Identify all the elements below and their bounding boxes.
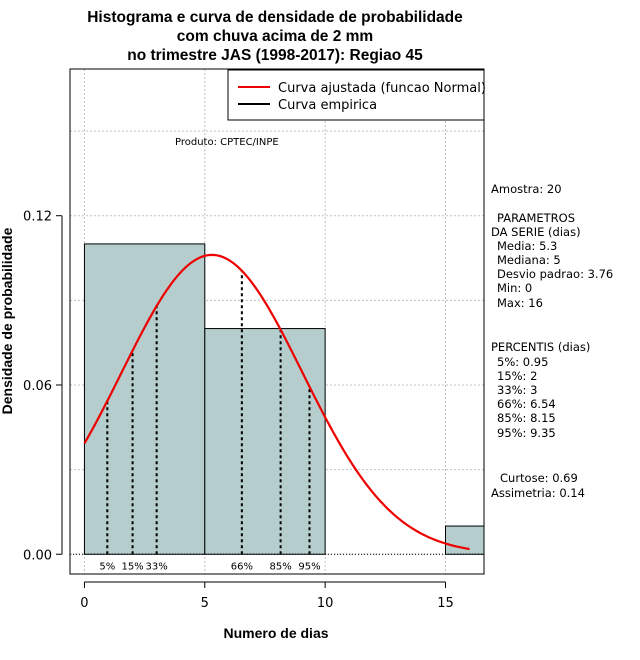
percentile-label: 5% <box>99 561 115 572</box>
chart-title-line-1: Histograma e curva de densidade de proba… <box>87 9 463 26</box>
stat-p15: 15%: 2 <box>497 369 537 383</box>
stat-mediana: Mediana: 5 <box>497 253 561 267</box>
stat-params-title-1: PARAMETROS <box>497 211 575 225</box>
percentile-label: 95% <box>298 561 320 572</box>
stat-media: Media: 5.3 <box>497 239 557 253</box>
stat-params-title-2: DA SERIE (dias) <box>491 225 581 239</box>
stat-min: Min: 0 <box>497 281 532 295</box>
histogram-bar <box>83 243 206 555</box>
fitted-normal-curve <box>83 253 470 551</box>
x-axis-label: Numero de dias <box>223 625 328 641</box>
y-axis-label: Densidade de probabilidade <box>0 227 15 414</box>
histogram-bar <box>444 525 485 555</box>
stat-max: Max: 16 <box>497 296 543 310</box>
y-tick-label: 0.00 <box>23 548 52 563</box>
y-axis: 0.00 0.06 0.12 <box>23 210 63 563</box>
stat-p33: 33%: 3 <box>497 383 537 397</box>
stat-p95: 95%: 9.35 <box>497 426 556 440</box>
percentile-label: 15% <box>121 561 143 572</box>
fitted-curve-layer <box>83 253 470 551</box>
percentile-lines: 5% 15% 33% 66% 85% 95% <box>99 270 321 572</box>
x-tick-label: 0 <box>80 596 88 611</box>
x-tick-label: 5 <box>201 596 209 611</box>
stat-assimetria: Assimetria: 0.14 <box>491 486 585 500</box>
legend-label-fitted: Curva ajustada (funcao Normal) <box>278 81 486 96</box>
chart-title-line-2: com chuva acima de 2 mm <box>177 28 373 45</box>
x-tick-label: 15 <box>437 596 454 611</box>
percentile-label: 33% <box>146 561 168 572</box>
legend-box <box>227 69 485 121</box>
stat-p66: 66%: 6.54 <box>497 397 556 411</box>
histogram-bars <box>70 243 485 555</box>
stats-panel: Amostra: 20 PARAMETROS DA SERIE (dias) M… <box>491 182 613 500</box>
chart-title-line-3: no trimestre JAS (1998-2017): Regiao 45 <box>127 47 423 64</box>
stat-p85: 85%: 8.15 <box>497 411 556 425</box>
histogram-bar <box>204 328 326 555</box>
y-tick-label: 0.06 <box>23 379 52 394</box>
stat-desvio: Desvio padrao: 3.76 <box>497 267 613 281</box>
legend-label-empirical: Curva empirica <box>278 98 377 113</box>
percentile-label: 66% <box>231 561 253 572</box>
product-annotation: Produto: CPTEC/INPE <box>175 137 279 148</box>
legend: Curva ajustada (funcao Normal) Curva emp… <box>227 69 486 121</box>
stat-sample: Amostra: 20 <box>491 182 562 196</box>
percentile-label: 85% <box>269 561 291 572</box>
x-axis: 0 5 10 15 <box>80 581 454 611</box>
stat-curtose: Curtose: 0.69 <box>500 471 578 485</box>
stat-p5: 5%: 0.95 <box>497 355 548 369</box>
plot-frame <box>69 68 485 575</box>
stat-percentis-title: PERCENTIS (dias) <box>491 340 590 354</box>
y-tick-label: 0.12 <box>23 210 52 225</box>
x-tick-label: 10 <box>317 596 334 611</box>
